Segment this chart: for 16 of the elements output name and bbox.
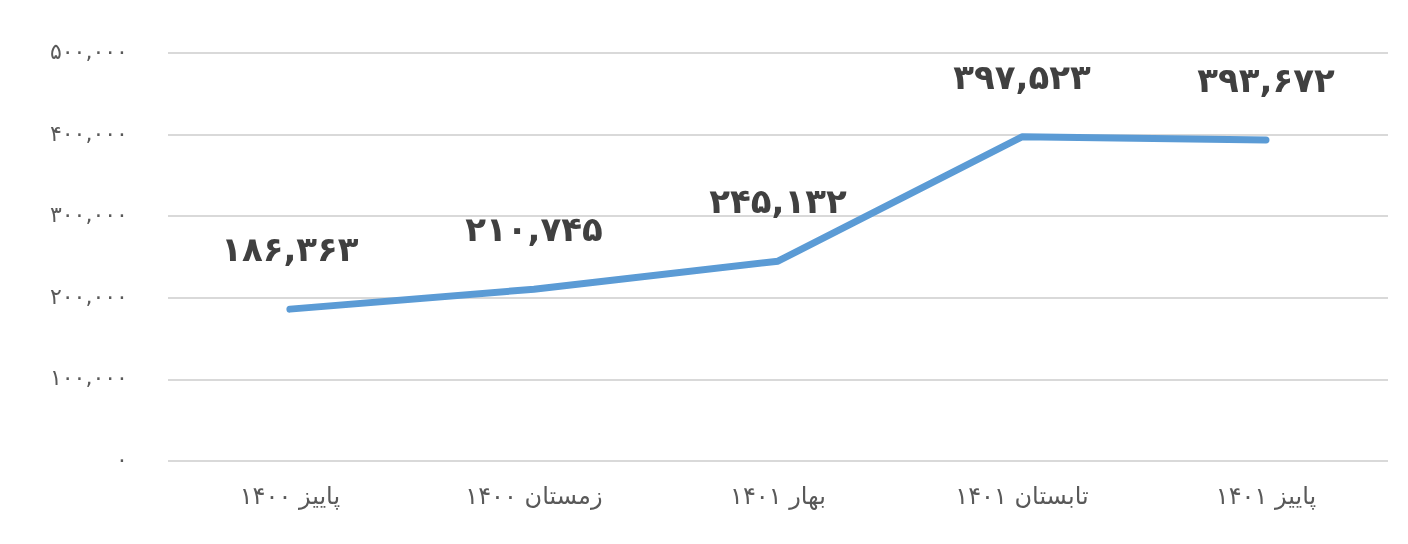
data-label: ۲۱۰,۷۴۵ xyxy=(465,209,603,250)
y-tick-label: ۰ xyxy=(116,446,128,472)
data-label: ۱۸۶,۳۶۳ xyxy=(221,228,359,269)
x-tick-label: پاییز ۱۴۰۰ xyxy=(239,481,341,510)
x-tick-label: زمستان ۱۴۰۰ xyxy=(465,481,603,510)
data-label: ۲۴۵,۱۳۲ xyxy=(709,181,847,221)
y-tick-label: ۵۰۰,۰۰۰ xyxy=(49,38,128,64)
x-tick-label: بهار ۱۴۰۱ xyxy=(730,481,826,510)
y-tick-label: ۲۰۰,۰۰۰ xyxy=(49,283,128,309)
y-tick-label: ۱۰۰,۰۰۰ xyxy=(49,365,128,391)
x-tick-label: پاییز ۱۴۰۱ xyxy=(1215,481,1317,510)
y-tick-label: ۳۰۰,۰۰۰ xyxy=(49,202,128,228)
x-tick-label: تابستان ۱۴۰۱ xyxy=(955,481,1089,510)
data-label: ۳۹۳,۶۷۲ xyxy=(1197,59,1335,100)
data-label: ۳۹۷,۵۲۳ xyxy=(953,56,1091,97)
y-tick-label: ۴۰۰,۰۰۰ xyxy=(49,120,128,146)
